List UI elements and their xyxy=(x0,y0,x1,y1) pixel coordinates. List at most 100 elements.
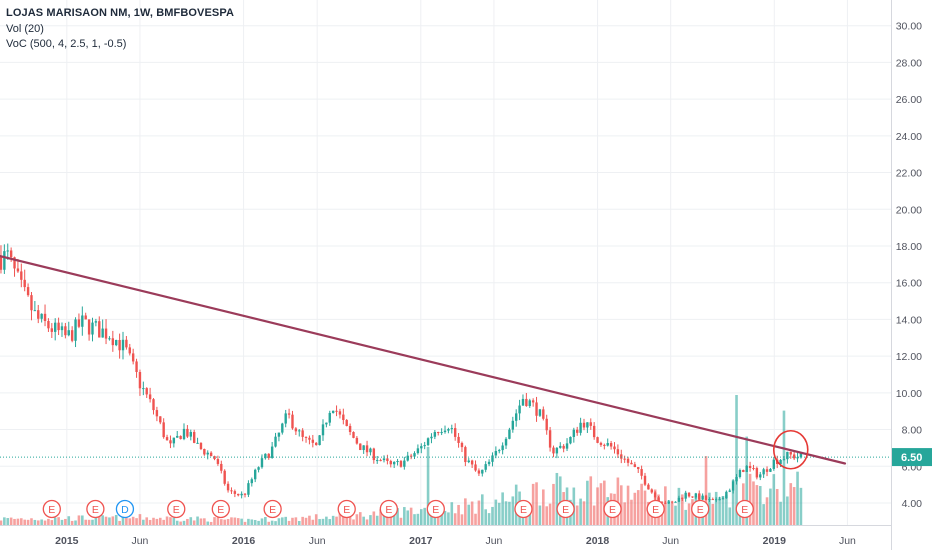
candle-body xyxy=(247,483,250,495)
volume-bar xyxy=(16,518,20,525)
candle-body xyxy=(660,501,664,503)
candle-body xyxy=(216,459,220,464)
candle-body xyxy=(226,483,230,491)
candle-body xyxy=(525,398,528,407)
volume-bar xyxy=(118,520,121,525)
volume-indicator-label[interactable]: Vol (20) xyxy=(6,22,44,35)
volume-bar xyxy=(633,492,637,525)
volume-bar xyxy=(155,518,159,525)
volume-bar xyxy=(331,515,335,525)
candle-body xyxy=(253,469,257,480)
volume-bar xyxy=(314,514,318,525)
candle-body xyxy=(426,438,430,446)
volume-bar xyxy=(684,509,687,525)
volume-bar xyxy=(457,504,460,525)
volume-bar xyxy=(20,518,23,525)
candle-body xyxy=(623,458,626,460)
volume-bar xyxy=(545,506,549,525)
candle-body xyxy=(626,458,630,463)
volume-bar xyxy=(616,477,620,525)
volume-bar xyxy=(0,520,3,525)
volume-bar xyxy=(392,510,396,525)
volume-bar xyxy=(213,517,216,525)
y-axis-tick-label: 10.00 xyxy=(896,388,922,400)
volume-bar xyxy=(748,473,752,525)
candle-body xyxy=(37,310,40,319)
volume-bar xyxy=(470,501,474,525)
candle-body xyxy=(67,330,70,336)
candle-body xyxy=(586,422,589,428)
volume-bar xyxy=(81,515,84,525)
earnings-marker xyxy=(735,499,754,519)
candle-body xyxy=(298,430,301,432)
volume-bar xyxy=(667,500,671,525)
candle-body xyxy=(54,322,57,332)
volume-bar xyxy=(26,519,30,525)
candle-body xyxy=(335,410,338,412)
volume-bar xyxy=(538,505,542,525)
y-axis-tick-label: 18.00 xyxy=(896,241,922,253)
candle-body xyxy=(159,416,162,423)
volume-bar xyxy=(548,503,552,525)
x-axis-tick-label: 2019 xyxy=(763,535,787,547)
volume-bar xyxy=(216,517,220,525)
candle-body xyxy=(443,430,447,433)
volume-bar xyxy=(108,517,111,525)
candle-body xyxy=(691,496,694,498)
volume-bar xyxy=(304,517,308,525)
event-marker-label: E xyxy=(217,504,224,516)
candle-body xyxy=(287,413,291,415)
candle-body xyxy=(47,320,50,329)
candle-body xyxy=(484,464,487,470)
volume-bar xyxy=(189,517,193,525)
volume-bar xyxy=(799,487,803,525)
y-axis-tick-label: 12.00 xyxy=(896,351,922,363)
candle-body xyxy=(409,455,413,457)
candle-body xyxy=(576,429,579,433)
candle-body xyxy=(77,319,81,327)
volume-bar xyxy=(9,517,13,525)
volume-bar xyxy=(36,520,40,525)
volume-bar xyxy=(660,509,664,525)
candle-body xyxy=(6,250,9,252)
volume-bar xyxy=(125,516,128,525)
candle-body xyxy=(152,399,155,411)
volume-bar xyxy=(762,504,765,525)
candle-body xyxy=(406,455,409,461)
volume-bar xyxy=(575,505,579,525)
x-axis-tick-label: 2017 xyxy=(409,535,433,547)
candle-body xyxy=(382,458,386,461)
volume-bar xyxy=(596,487,599,525)
candle-body xyxy=(16,268,20,272)
volume-bar xyxy=(301,516,304,525)
candle-body xyxy=(637,467,640,470)
earnings-marker xyxy=(263,499,282,519)
y-axis-tick-label: 28.00 xyxy=(896,57,922,69)
volume-bar xyxy=(355,514,359,525)
candle-body xyxy=(450,428,453,430)
symbol-title[interactable]: LOJAS MARISAON NM, 1W, BMFBOVESPA xyxy=(6,7,234,19)
volume-bar xyxy=(375,515,379,525)
candle-body xyxy=(209,452,213,457)
candle-body xyxy=(755,468,759,478)
candle-body xyxy=(633,464,637,468)
y-axis-tick-label: 20.00 xyxy=(896,204,922,216)
x-axis-tick-label: Jun xyxy=(309,535,326,547)
candle-body xyxy=(301,430,304,437)
volume-bar xyxy=(711,503,715,525)
volume-bar xyxy=(406,510,410,525)
volume-bar xyxy=(226,519,230,525)
volume-bar xyxy=(579,498,582,525)
candle-body xyxy=(531,400,535,403)
voc-indicator-label[interactable]: VoC (500, 4, 2.5, 1, -0.5) xyxy=(6,38,127,50)
volume-bar xyxy=(474,513,477,525)
volume-bar xyxy=(253,519,257,525)
x-axis-tick-label: Jun xyxy=(662,535,679,547)
candle-body xyxy=(311,439,315,443)
volume-bar xyxy=(379,509,382,525)
candle-body xyxy=(50,328,54,332)
event-marker-label: E xyxy=(432,504,439,516)
candle-body xyxy=(514,413,518,421)
